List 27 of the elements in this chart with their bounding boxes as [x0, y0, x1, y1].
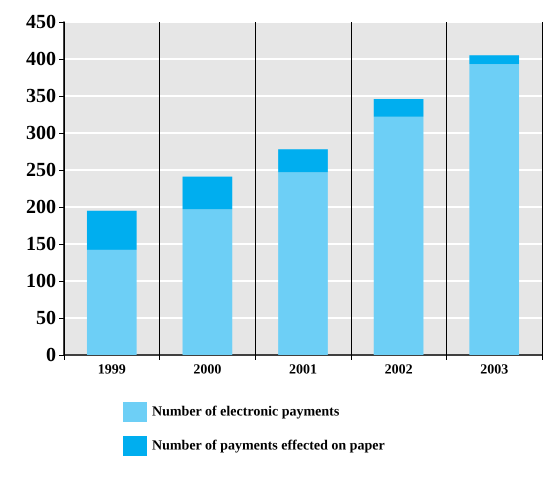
y-tick-label: 300 — [26, 122, 56, 144]
x-tick-label: 1999 — [98, 362, 126, 378]
bar — [182, 209, 232, 355]
y-tick-label: 250 — [26, 159, 56, 181]
y-tick-label: 150 — [26, 233, 56, 255]
bar — [278, 172, 328, 355]
legend-label: Number of payments effected on paper — [152, 438, 385, 454]
x-tick-label: 2003 — [480, 362, 508, 378]
y-tick-label: 200 — [26, 196, 56, 218]
y-tick-label: 450 — [26, 11, 56, 33]
bar — [469, 55, 520, 64]
bar — [374, 98, 424, 117]
x-tick-label: 2002 — [384, 362, 413, 378]
bar — [86, 210, 137, 250]
y-tick-label: 50 — [36, 307, 56, 329]
bar — [278, 149, 328, 172]
y-tick-label: 400 — [26, 48, 56, 70]
y-tick-label: 350 — [26, 85, 56, 107]
bar — [469, 64, 520, 355]
bar — [86, 250, 137, 355]
y-tick-label: 0 — [46, 344, 56, 366]
x-tick-label: 2000 — [193, 362, 222, 378]
bar — [182, 176, 232, 210]
bar — [374, 116, 424, 355]
x-tick-label: 2001 — [289, 362, 317, 378]
legend-label: Number of electronic payments — [152, 404, 340, 420]
y-tick-label: 100 — [26, 270, 56, 292]
